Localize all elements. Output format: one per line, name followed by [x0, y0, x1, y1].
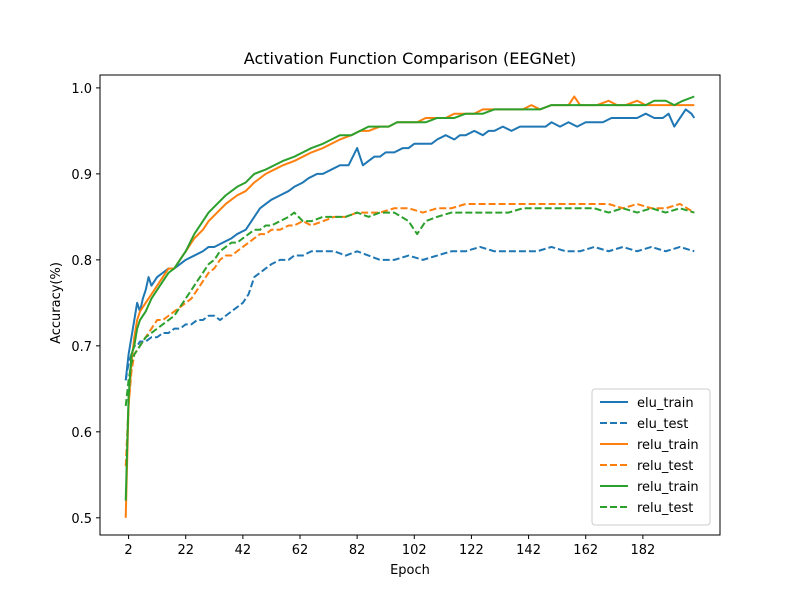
series-line-relu_test-5	[124, 207, 695, 407]
y-tick-label: 0.8	[71, 254, 92, 269]
x-tick-label: 42	[235, 543, 252, 558]
y-tick-label: 0.6	[71, 426, 92, 441]
x-tick-label: 122	[459, 543, 484, 558]
x-tick-label: 142	[516, 543, 541, 558]
y-tick-label: 1.0	[71, 82, 92, 97]
x-tick-label: 22	[177, 543, 194, 558]
x-axis-label: Epoch	[390, 563, 430, 578]
legend-label: relu_train	[637, 438, 699, 453]
legend-label: relu_test	[637, 459, 693, 474]
legend-label: relu_test	[637, 501, 693, 516]
y-axis-label: Accuracy(%)	[49, 262, 64, 344]
series-group	[124, 95, 696, 518]
plot-area: 2 22 42 62 82 102 122 142 162 1820.50.60.70.80.91…	[71, 74, 721, 558]
x-tick-label: 2	[124, 543, 132, 558]
y-tick-label: 0.5	[71, 512, 92, 527]
chart-title: Activation Function Comparison (EEGNet)	[244, 49, 576, 68]
legend-label: relu_train	[637, 480, 699, 495]
plot-frame	[99, 74, 721, 536]
series-line-elu_test-1	[124, 245, 695, 381]
legend-label: elu_train	[637, 396, 694, 411]
x-tick-label: 182	[630, 543, 655, 558]
x-tick-label: 102	[402, 543, 427, 558]
series-line-relu_train-4	[124, 95, 695, 501]
x-tick-label: 82	[349, 543, 366, 558]
series-line-relu_test-3	[124, 202, 695, 467]
x-tick-label: 162	[573, 543, 598, 558]
y-tick-label: 0.7	[71, 340, 92, 355]
legend-label: elu_test	[637, 417, 688, 432]
x-tick-label: 62	[292, 543, 309, 558]
legend: elu_trainelu_testrelu_trainrelu_testrelu…	[591, 388, 711, 526]
y-tick-label: 0.9	[71, 168, 92, 183]
series-line-elu_train-0	[124, 108, 696, 381]
